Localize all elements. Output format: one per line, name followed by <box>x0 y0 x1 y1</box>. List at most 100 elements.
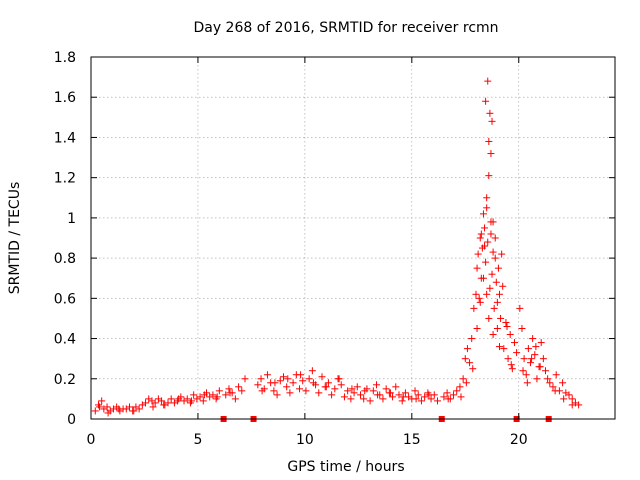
data-point <box>479 274 487 282</box>
data-point <box>160 401 168 409</box>
x-tick-labels: 0 5 10 15 20 <box>87 432 528 448</box>
axis-ticks <box>90 56 615 420</box>
data-point <box>369 387 377 395</box>
data-point <box>386 389 394 397</box>
data-point <box>496 343 504 351</box>
data-point <box>528 355 536 363</box>
data-point <box>361 387 369 395</box>
data-point <box>484 77 492 85</box>
data-point <box>453 387 461 395</box>
data-point <box>500 345 508 353</box>
data-point <box>433 397 441 405</box>
data-point <box>487 150 495 158</box>
data-point <box>398 397 406 405</box>
data-point <box>331 385 339 393</box>
data-point <box>485 172 493 180</box>
data-point <box>520 355 528 363</box>
data-point <box>483 204 491 212</box>
data-point <box>541 367 549 375</box>
data-point <box>565 391 573 399</box>
data-point <box>125 403 133 411</box>
data-point <box>199 397 207 405</box>
data-point <box>484 238 492 246</box>
data-point <box>493 325 501 332</box>
data-point <box>513 349 521 357</box>
data-point <box>115 405 123 413</box>
data-point <box>483 194 491 202</box>
data-point <box>130 407 138 415</box>
data-point <box>489 331 497 339</box>
data-point <box>401 389 409 397</box>
data-point <box>392 383 400 391</box>
data-point <box>427 395 435 403</box>
data-point <box>347 395 355 403</box>
data-point <box>308 367 316 375</box>
data-point <box>491 234 499 242</box>
data-point <box>196 393 204 401</box>
data-point <box>149 403 157 411</box>
data-point <box>91 407 99 415</box>
data-point <box>539 355 547 363</box>
data-point <box>461 355 469 363</box>
data-point <box>477 230 485 238</box>
data-point <box>472 290 480 298</box>
y-tick-label: 0.4 <box>54 332 76 348</box>
data-point <box>533 375 541 383</box>
data-point <box>366 397 374 405</box>
data-point <box>175 395 183 403</box>
data-point <box>440 393 448 401</box>
data-point <box>226 389 234 397</box>
data-point <box>350 389 358 397</box>
data-point <box>516 304 524 312</box>
data-point <box>389 393 397 401</box>
data-point <box>142 399 150 407</box>
data-point <box>499 282 507 290</box>
data-point <box>289 379 297 387</box>
data-point <box>231 395 239 403</box>
data-point <box>575 401 583 409</box>
data-point <box>475 294 483 302</box>
data-point <box>225 385 233 393</box>
data-point <box>527 359 535 367</box>
data-point <box>457 393 465 401</box>
data-point <box>470 304 478 312</box>
data-point <box>476 234 484 242</box>
data-point <box>523 379 531 387</box>
data-point <box>412 395 420 403</box>
y-tick-labels: 0 0.2 0.4 0.6 0.8 1 1.2 1.4 1.6 1.8 <box>54 50 76 428</box>
data-point <box>373 381 381 389</box>
data-point <box>135 405 143 413</box>
data-point <box>491 254 499 262</box>
data-point <box>360 395 368 403</box>
data-point <box>568 401 576 409</box>
data-point <box>459 375 467 383</box>
data-point <box>379 395 387 403</box>
data-point <box>502 318 510 326</box>
data-point <box>305 375 313 383</box>
data-point <box>504 355 512 363</box>
data-point <box>474 250 482 258</box>
data-point <box>276 377 284 385</box>
data-point <box>209 391 217 399</box>
data-point <box>318 373 326 381</box>
data-point <box>482 97 490 105</box>
data-point <box>258 387 266 395</box>
data-point <box>473 325 481 332</box>
data-point <box>215 387 223 395</box>
data-point <box>263 371 271 379</box>
data-point <box>324 379 332 387</box>
data-point <box>489 218 497 226</box>
data-point <box>414 391 422 399</box>
data-point <box>241 375 249 383</box>
data-point <box>353 383 361 391</box>
data-point <box>309 379 317 387</box>
data-point <box>524 345 532 353</box>
data-point <box>469 365 477 373</box>
x-tick-label: 15 <box>403 432 421 448</box>
data-point <box>213 393 221 401</box>
y-axis-label: SRMTID / TECUs <box>7 182 23 295</box>
data-point <box>299 377 307 385</box>
data-point <box>481 242 489 250</box>
data-point <box>536 363 544 371</box>
